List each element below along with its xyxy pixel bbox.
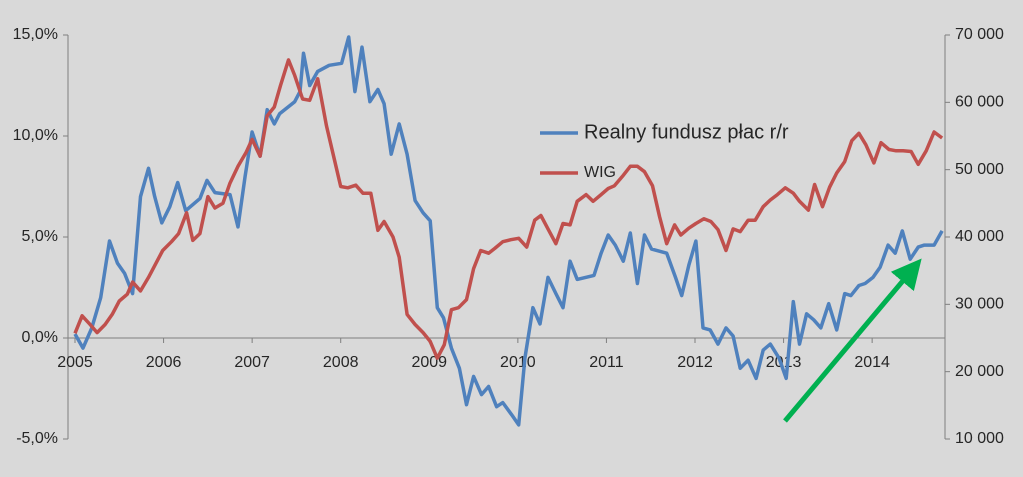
x-tick-label: 2006 — [146, 354, 182, 371]
y2-tick-label: 20 000 — [955, 363, 1004, 380]
y2-tick-label: 50 000 — [955, 161, 1004, 178]
y-tick-label: -5,0% — [16, 430, 58, 447]
y2-tick-label: 60 000 — [955, 94, 1004, 111]
x-tick-label: 2013 — [766, 354, 802, 371]
trend-arrow — [783, 258, 922, 423]
series-line — [73, 35, 944, 427]
x-tick-label: 2011 — [589, 354, 624, 371]
legend-label: WIG — [584, 164, 616, 181]
x-tick-label: 2014 — [854, 354, 890, 371]
x-tick-label: 2005 — [57, 354, 93, 371]
y2-tick-label: 40 000 — [955, 228, 1004, 245]
y-tick-label: 15,0% — [13, 26, 58, 43]
y2-tick-label: 70 000 — [955, 26, 1004, 43]
y2-tick-label: 10 000 — [955, 430, 1004, 447]
series-line — [73, 58, 944, 360]
x-tick-label: 2009 — [411, 354, 447, 371]
plot-area: -5,0% 0,0% 5,0% 10,0% 15,0% 10 000 20 000 30 00… — [13, 26, 1004, 447]
legend-label: Realny fundusz płac r/r — [584, 121, 789, 143]
y-tick-label: 0,0% — [22, 329, 58, 346]
x-tick-label: 2012 — [677, 354, 713, 371]
x-tick-label: 2007 — [234, 354, 270, 371]
x-tick-label: 2008 — [323, 354, 359, 371]
y-tick-label: 10,0% — [13, 127, 58, 144]
x-tick-label: 2010 — [500, 354, 536, 371]
y2-tick-label: 30 000 — [955, 296, 1004, 313]
y-tick-label: 5,0% — [22, 228, 58, 245]
